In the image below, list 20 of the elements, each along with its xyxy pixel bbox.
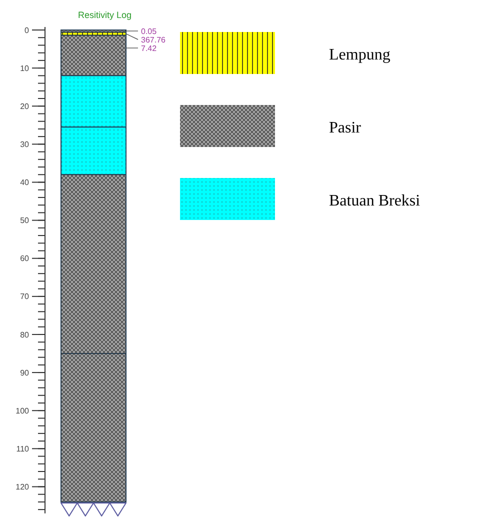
chart-title: Resitivity Log (78, 10, 132, 20)
y-tick-label: 110 (16, 444, 30, 454)
y-tick-label: 20 (20, 102, 30, 111)
text: Pasir (329, 120, 362, 137)
y-tick-label: 80 (20, 330, 30, 340)
text: 367.76 (141, 35, 166, 44)
y-tick-label: 120 (16, 482, 30, 492)
y-tick-label: 40 (20, 178, 30, 188)
y-tick-label: 0 (24, 26, 30, 35)
text: 7.42 (141, 44, 158, 53)
text: 0.05 (141, 26, 158, 36)
y-tick-label: 60 (20, 254, 30, 264)
y-tick-label: 10 (20, 64, 30, 73)
text: Lempung (329, 46, 390, 64)
text: Batuan Breksi (329, 192, 421, 210)
y-tick-label: 70 (20, 292, 30, 302)
y-tick-label: 100 (16, 406, 30, 416)
y-tick-label: 50 (20, 216, 30, 226)
y-tick-label: 30 (20, 140, 30, 149)
y-tick-label: 90 (20, 368, 30, 378)
